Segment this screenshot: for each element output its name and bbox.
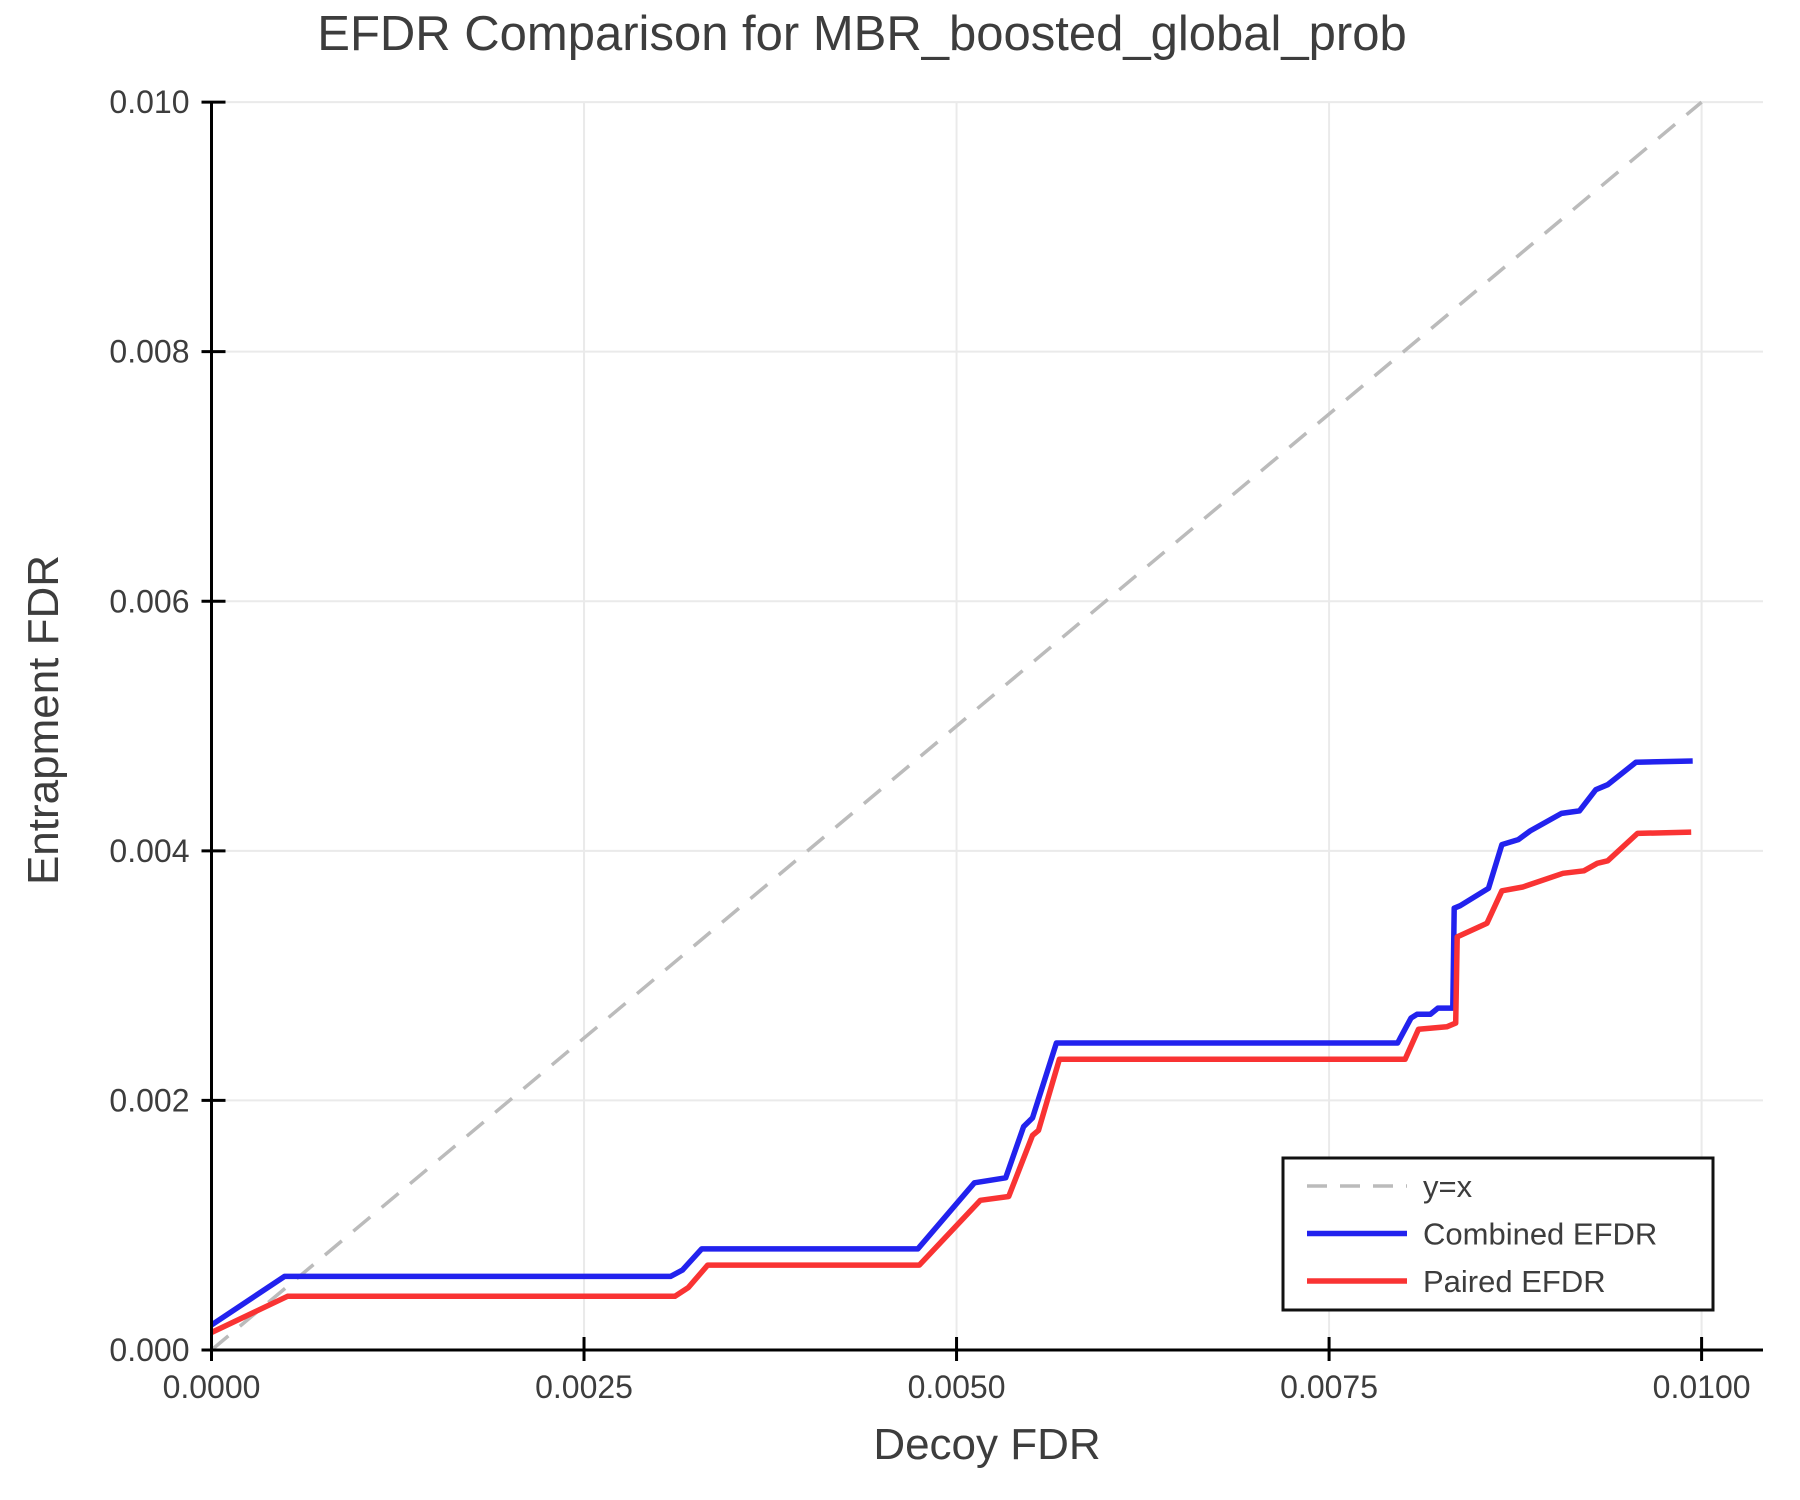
y-tick-label: 0.008 <box>109 334 189 370</box>
chart-title: EFDR Comparison for MBR_boosted_global_p… <box>317 7 1407 61</box>
x-tick-label: 0.0075 <box>1280 1369 1378 1405</box>
y-tick-label: 0.000 <box>109 1332 189 1368</box>
series-line-combined-efdr <box>209 758 1693 1328</box>
y-tick-label: 0.004 <box>109 833 189 869</box>
legend-entry-label: y=x <box>1423 1169 1473 1204</box>
y-axis-label: Entrapment FDR <box>19 554 68 886</box>
x-tick-label: 0.0000 <box>163 1369 261 1405</box>
legend-entry-label: Combined EFDR <box>1423 1217 1657 1252</box>
x-tick-label: 0.0100 <box>1653 1369 1751 1405</box>
legend-entry-label: Paired EFDR <box>1423 1264 1606 1299</box>
y-tick-label: 0.010 <box>109 84 189 120</box>
y-tick-label: 0.002 <box>109 1082 189 1118</box>
x-tick-label: 0.0025 <box>535 1369 633 1405</box>
identity-reference-line <box>210 100 1703 1352</box>
x-axis-label: Decoy FDR <box>873 1420 1101 1469</box>
series-line-paired-efdr <box>210 829 1692 1335</box>
x-tick-label: 0.0050 <box>908 1369 1006 1405</box>
y-tick-label: 0.006 <box>109 583 189 619</box>
